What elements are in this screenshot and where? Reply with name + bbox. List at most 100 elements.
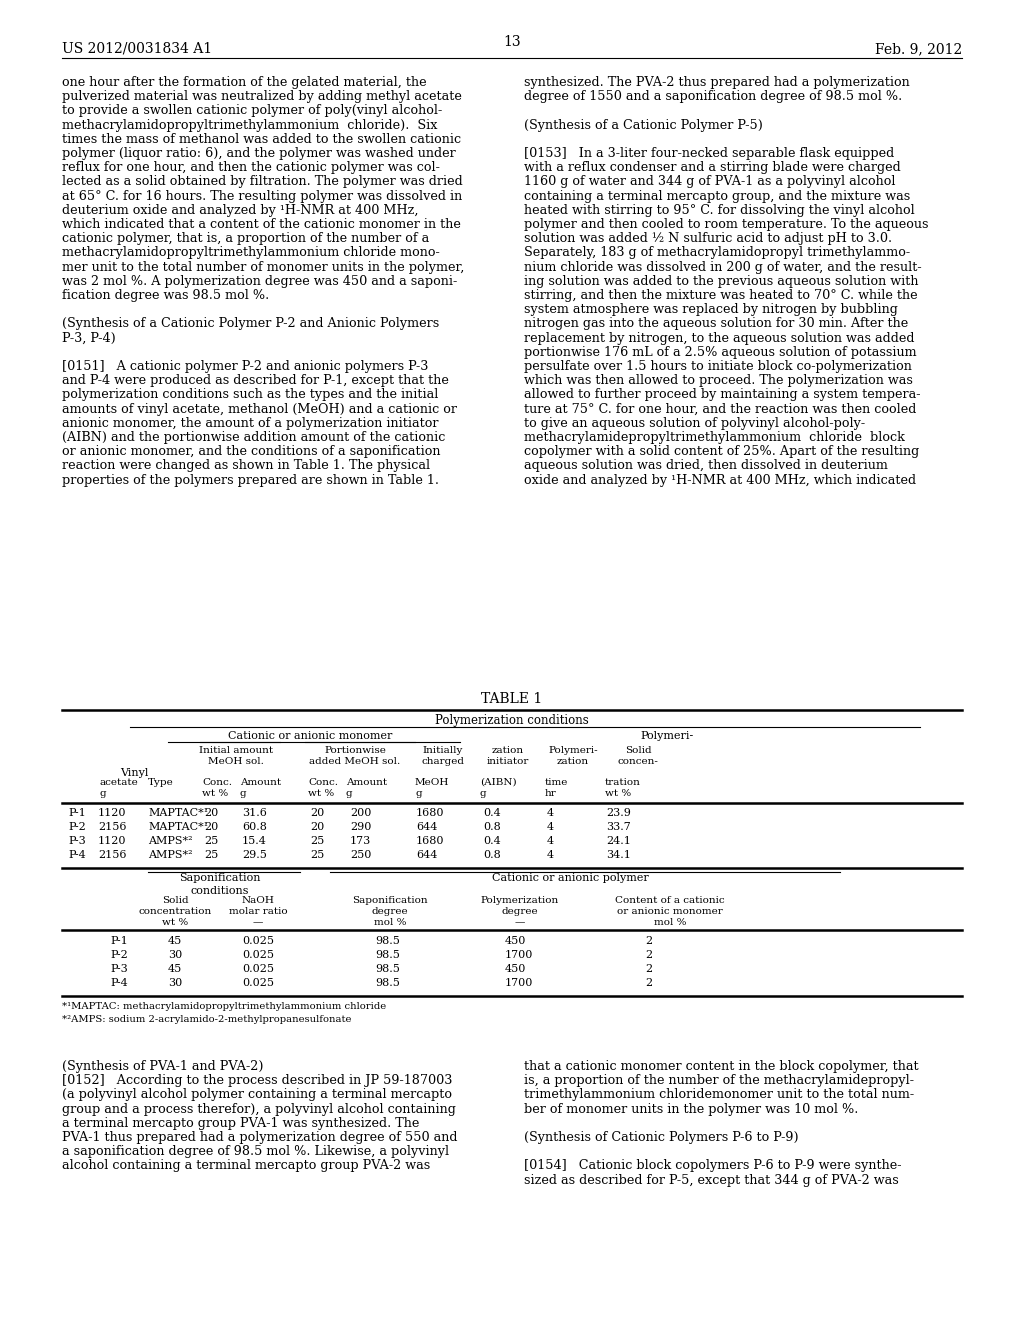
Text: 1680: 1680 bbox=[416, 808, 444, 818]
Text: Content of a cationic: Content of a cationic bbox=[615, 896, 725, 906]
Text: Polymerization: Polymerization bbox=[481, 896, 559, 906]
Text: methacrylamidepropyltrimethylammonium  chloride  block: methacrylamidepropyltrimethylammonium ch… bbox=[524, 432, 905, 444]
Text: (Synthesis of PVA-1 and PVA-2): (Synthesis of PVA-1 and PVA-2) bbox=[62, 1060, 263, 1073]
Text: methacrylamidopropyltrimethylammonium  chloride).  Six: methacrylamidopropyltrimethylammonium ch… bbox=[62, 119, 437, 132]
Text: Solid: Solid bbox=[625, 746, 651, 755]
Text: P-2: P-2 bbox=[68, 822, 86, 832]
Text: 0.4: 0.4 bbox=[483, 808, 501, 818]
Text: P-3, P-4): P-3, P-4) bbox=[62, 331, 116, 345]
Text: is, a proportion of the number of the methacrylamidepropyl-: is, a proportion of the number of the me… bbox=[524, 1074, 914, 1088]
Text: portionwise 176 mL of a 2.5% aqueous solution of potassium: portionwise 176 mL of a 2.5% aqueous sol… bbox=[524, 346, 916, 359]
Text: Cationic or anionic monomer: Cationic or anionic monomer bbox=[227, 731, 392, 741]
Text: g: g bbox=[240, 789, 247, 799]
Text: wt %: wt % bbox=[202, 789, 228, 799]
Text: 0.025: 0.025 bbox=[242, 964, 274, 974]
Text: Initially: Initially bbox=[423, 746, 463, 755]
Text: concentration: concentration bbox=[138, 907, 212, 916]
Text: 98.5: 98.5 bbox=[375, 936, 400, 946]
Text: 20: 20 bbox=[310, 822, 325, 832]
Text: g: g bbox=[480, 789, 486, 799]
Text: AMPS*²: AMPS*² bbox=[148, 850, 193, 861]
Text: 60.8: 60.8 bbox=[242, 822, 267, 832]
Text: to give an aqueous solution of polyvinyl alcohol-poly-: to give an aqueous solution of polyvinyl… bbox=[524, 417, 865, 430]
Text: Conc.: Conc. bbox=[202, 777, 232, 787]
Text: added MeOH sol.: added MeOH sol. bbox=[309, 756, 400, 766]
Text: 2156: 2156 bbox=[98, 822, 127, 832]
Text: 1120: 1120 bbox=[98, 836, 127, 846]
Text: 15.4: 15.4 bbox=[242, 836, 267, 846]
Text: Amount: Amount bbox=[346, 777, 387, 787]
Text: 98.5: 98.5 bbox=[375, 950, 400, 960]
Text: 25: 25 bbox=[310, 836, 325, 846]
Text: at 65° C. for 16 hours. The resulting polymer was dissolved in: at 65° C. for 16 hours. The resulting po… bbox=[62, 190, 462, 202]
Text: 2156: 2156 bbox=[98, 850, 127, 861]
Text: [0151]   A cationic polymer P-2 and anionic polymers P-3: [0151] A cationic polymer P-2 and anioni… bbox=[62, 360, 428, 374]
Text: g: g bbox=[415, 789, 422, 799]
Text: reflux for one hour, and then the cationic polymer was col-: reflux for one hour, and then the cation… bbox=[62, 161, 440, 174]
Text: 0.025: 0.025 bbox=[242, 978, 274, 987]
Text: 1680: 1680 bbox=[416, 836, 444, 846]
Text: AMPS*²: AMPS*² bbox=[148, 836, 193, 846]
Text: 2: 2 bbox=[645, 964, 652, 974]
Text: 20: 20 bbox=[204, 808, 218, 818]
Text: 173: 173 bbox=[350, 836, 372, 846]
Text: time: time bbox=[545, 777, 568, 787]
Text: 0.8: 0.8 bbox=[483, 822, 501, 832]
Text: alcohol containing a terminal mercapto group PVA-2 was: alcohol containing a terminal mercapto g… bbox=[62, 1159, 430, 1172]
Text: amounts of vinyl acetate, methanol (MeOH) and a cationic or: amounts of vinyl acetate, methanol (MeOH… bbox=[62, 403, 457, 416]
Text: Feb. 9, 2012: Feb. 9, 2012 bbox=[874, 42, 962, 55]
Text: P-3: P-3 bbox=[110, 964, 128, 974]
Text: 98.5: 98.5 bbox=[375, 964, 400, 974]
Text: Polymeri-: Polymeri- bbox=[548, 746, 598, 755]
Text: conditions: conditions bbox=[190, 886, 249, 896]
Text: anionic monomer, the amount of a polymerization initiator: anionic monomer, the amount of a polymer… bbox=[62, 417, 438, 430]
Text: ber of monomer units in the polymer was 10 mol %.: ber of monomer units in the polymer was … bbox=[524, 1102, 858, 1115]
Text: (Synthesis of a Cationic Polymer P-2 and Anionic Polymers: (Synthesis of a Cationic Polymer P-2 and… bbox=[62, 317, 439, 330]
Text: 33.7: 33.7 bbox=[606, 822, 631, 832]
Text: 644: 644 bbox=[416, 850, 437, 861]
Text: replacement by nitrogen, to the aqueous solution was added: replacement by nitrogen, to the aqueous … bbox=[524, 331, 914, 345]
Text: 24.1: 24.1 bbox=[606, 836, 631, 846]
Text: oxide and analyzed by ¹H-NMR at 400 MHz, which indicated: oxide and analyzed by ¹H-NMR at 400 MHz,… bbox=[524, 474, 916, 487]
Text: allowed to further proceed by maintaining a system tempera-: allowed to further proceed by maintainin… bbox=[524, 388, 921, 401]
Text: wt %: wt % bbox=[605, 789, 631, 799]
Text: concen-: concen- bbox=[617, 756, 658, 766]
Text: Polymerization conditions: Polymerization conditions bbox=[435, 714, 589, 727]
Text: polymerization conditions such as the types and the initial: polymerization conditions such as the ty… bbox=[62, 388, 438, 401]
Text: PVA-1 thus prepared had a polymerization degree of 550 and: PVA-1 thus prepared had a polymerization… bbox=[62, 1131, 458, 1144]
Text: 644: 644 bbox=[416, 822, 437, 832]
Text: 25: 25 bbox=[310, 850, 325, 861]
Text: Separately, 183 g of methacrylamidopropyl trimethylammo-: Separately, 183 g of methacrylamidopropy… bbox=[524, 247, 910, 260]
Text: [0152]   According to the process described in JP 59-187003: [0152] According to the process describe… bbox=[62, 1074, 453, 1088]
Text: which indicated that a content of the cationic monomer in the: which indicated that a content of the ca… bbox=[62, 218, 461, 231]
Text: 31.6: 31.6 bbox=[242, 808, 267, 818]
Text: persulfate over 1.5 hours to initiate block co-polymerization: persulfate over 1.5 hours to initiate bl… bbox=[524, 360, 912, 374]
Text: MeOH: MeOH bbox=[415, 777, 450, 787]
Text: nitrogen gas into the aqueous solution for 30 min. After the: nitrogen gas into the aqueous solution f… bbox=[524, 317, 908, 330]
Text: group and a process therefor), a polyvinyl alcohol containing: group and a process therefor), a polyvin… bbox=[62, 1102, 456, 1115]
Text: stirring, and then the mixture was heated to 70° C. while the: stirring, and then the mixture was heate… bbox=[524, 289, 918, 302]
Text: acetate: acetate bbox=[100, 777, 138, 787]
Text: 25: 25 bbox=[204, 836, 218, 846]
Text: P-2: P-2 bbox=[110, 950, 128, 960]
Text: 98.5: 98.5 bbox=[375, 978, 400, 987]
Text: MAPTAC*¹: MAPTAC*¹ bbox=[148, 808, 208, 818]
Text: US 2012/0031834 A1: US 2012/0031834 A1 bbox=[62, 42, 212, 55]
Text: mol %: mol % bbox=[374, 917, 407, 927]
Text: Amount: Amount bbox=[240, 777, 282, 787]
Text: degree: degree bbox=[372, 907, 409, 916]
Text: Saponification: Saponification bbox=[179, 873, 261, 883]
Text: 0.025: 0.025 bbox=[242, 936, 274, 946]
Text: 2: 2 bbox=[645, 950, 652, 960]
Text: cationic polymer, that is, a proportion of the number of a: cationic polymer, that is, a proportion … bbox=[62, 232, 429, 246]
Text: NaOH: NaOH bbox=[242, 896, 274, 906]
Text: MAPTAC*¹: MAPTAC*¹ bbox=[148, 822, 208, 832]
Text: P-4: P-4 bbox=[110, 978, 128, 987]
Text: nium chloride was dissolved in 200 g of water, and the result-: nium chloride was dissolved in 200 g of … bbox=[524, 260, 922, 273]
Text: (a polyvinyl alcohol polymer containing a terminal mercapto: (a polyvinyl alcohol polymer containing … bbox=[62, 1089, 452, 1101]
Text: (Synthesis of Cationic Polymers P-6 to P-9): (Synthesis of Cationic Polymers P-6 to P… bbox=[524, 1131, 799, 1144]
Text: sized as described for P-5, except that 344 g of PVA-2 was: sized as described for P-5, except that … bbox=[524, 1173, 899, 1187]
Text: with a reflux condenser and a stirring blade were charged: with a reflux condenser and a stirring b… bbox=[524, 161, 901, 174]
Text: synthesized. The PVA-2 thus prepared had a polymerization: synthesized. The PVA-2 thus prepared had… bbox=[524, 77, 909, 88]
Text: 25: 25 bbox=[204, 850, 218, 861]
